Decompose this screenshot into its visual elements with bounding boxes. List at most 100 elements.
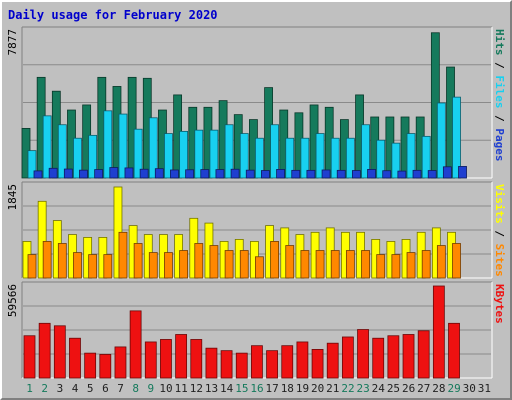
series-label-visits: Visits: [493, 184, 506, 224]
x-tick-label-day-24: 24: [372, 382, 386, 395]
x-tick-label-day-19: 19: [296, 382, 309, 395]
bar-kbytes-day-11: [175, 334, 188, 379]
bar-kbytes-day-22: [341, 336, 354, 379]
bar-pages-day-27: [427, 170, 437, 179]
series-label-hits: Hits: [493, 29, 506, 56]
bar-pages-day-16: [261, 170, 270, 179]
x-tick-label-day-23: 23: [357, 382, 370, 395]
bar-sites-day-13: [209, 245, 219, 279]
bar-sites-day-8: [133, 243, 143, 279]
bar-kbytes-day-12: [190, 339, 203, 379]
bar-files-day-24: [376, 139, 386, 179]
bar-sites-day-17: [270, 241, 279, 279]
x-tick-label-day-31: 31: [478, 382, 491, 395]
bar-sites-day-24: [376, 254, 386, 279]
bar-kbytes-day-21: [326, 342, 339, 379]
bar-kbytes-day-1: [23, 335, 36, 379]
bar-sites-day-1: [27, 254, 37, 279]
bar-pages-day-22: [351, 170, 361, 179]
x-tick-label-day-27: 27: [417, 382, 430, 395]
bar-sites-day-26: [406, 252, 416, 279]
bar-sites-day-3: [57, 243, 67, 279]
bar-kbytes-day-17: [266, 350, 278, 379]
bar-kbytes-day-27: [417, 330, 430, 379]
bar-sites-day-15: [239, 250, 249, 279]
bar-files-day-23: [361, 124, 370, 179]
x-tick-label-day-5: 5: [87, 382, 94, 395]
bar-files-day-1: [27, 150, 37, 179]
x-tick-label-day-15: 15: [235, 382, 248, 395]
bar-files-day-20: [315, 133, 325, 179]
bar-pages-day-8: [139, 168, 149, 179]
bar-kbytes-day-10: [160, 339, 172, 379]
x-tick-label-day-30: 30: [463, 382, 476, 395]
bar-sites-day-6: [103, 254, 113, 279]
bar-kbytes-day-26: [402, 334, 415, 379]
x-tick-label-day-29: 29: [447, 382, 460, 395]
x-tick-label-day-20: 20: [311, 382, 324, 395]
bar-sites-day-19: [300, 250, 310, 279]
bar-pages-day-25: [397, 170, 407, 179]
bar-pages-day-19: [306, 169, 316, 179]
bar-kbytes-day-20: [311, 349, 324, 379]
bar-files-day-17: [270, 124, 279, 179]
bar-files-day-2: [42, 115, 52, 179]
bar-sites-day-10: [164, 252, 173, 279]
series-label-separator: /: [493, 224, 506, 244]
bar-kbytes-day-3: [53, 325, 66, 379]
panel-visits-sites-max-label: 1845: [6, 184, 19, 211]
bar-pages-day-13: [215, 169, 225, 179]
bar-files-day-26: [406, 133, 416, 179]
x-tick-label-day-8: 8: [132, 382, 139, 395]
x-tick-label-day-2: 2: [41, 382, 48, 395]
bar-sites-day-20: [315, 250, 325, 279]
bar-pages-day-29: [458, 166, 467, 179]
x-tick-label-day-16: 16: [250, 382, 263, 395]
bar-sites-day-11: [179, 250, 189, 279]
chart-title: Daily usage for February 2020: [8, 8, 218, 22]
bar-kbytes-day-4: [69, 337, 81, 379]
series-label-separator: /: [493, 109, 506, 129]
bar-pages-day-14: [230, 168, 240, 179]
bar-sites-day-22: [345, 250, 355, 279]
x-tick-label-day-25: 25: [387, 382, 400, 395]
bar-kbytes-day-15: [235, 352, 248, 379]
bar-files-day-21: [330, 137, 340, 179]
bar-kbytes-day-29: [448, 322, 460, 379]
bar-pages-day-6: [109, 167, 119, 179]
bar-files-day-8: [133, 128, 143, 179]
bar-files-day-28: [436, 102, 446, 179]
bar-pages-day-7: [124, 167, 134, 179]
bar-kbytes-day-13: [205, 347, 218, 379]
x-tick-label-day-14: 14: [220, 382, 234, 395]
bar-kbytes-day-23: [357, 329, 369, 379]
bar-pages-day-23: [367, 169, 376, 179]
bar-files-day-11: [179, 131, 189, 179]
bar-files-day-27: [421, 135, 431, 179]
bar-pages-day-4: [79, 169, 88, 179]
bar-pages-day-11: [185, 169, 195, 179]
x-tick-label-day-22: 22: [341, 382, 354, 395]
bar-pages-day-10: [170, 169, 179, 179]
bar-kbytes-day-18: [281, 345, 294, 379]
series-label-kbytes: KBytes: [493, 284, 506, 324]
bar-sites-day-23: [361, 250, 370, 279]
bar-files-day-25: [391, 142, 401, 179]
panel-kbytes-series-label: KBytes: [493, 284, 506, 324]
bar-kbytes-day-24: [372, 337, 385, 379]
bar-sites-day-29: [452, 243, 461, 279]
x-tick-label-day-21: 21: [326, 382, 339, 395]
bar-pages-day-24: [382, 170, 392, 179]
series-label-sites: Sites: [493, 244, 506, 277]
bar-files-day-4: [73, 137, 82, 179]
x-tick-label-day-12: 12: [190, 382, 203, 395]
series-label-pages: Pages: [493, 128, 506, 161]
panel-visits-sites-series-label: Visits / Sites: [493, 184, 506, 277]
bar-sites-day-4: [73, 252, 82, 279]
bar-sites-day-5: [88, 254, 98, 279]
bar-kbytes-day-5: [84, 352, 97, 379]
bar-files-day-5: [88, 134, 98, 179]
bar-files-day-16: [255, 137, 264, 179]
